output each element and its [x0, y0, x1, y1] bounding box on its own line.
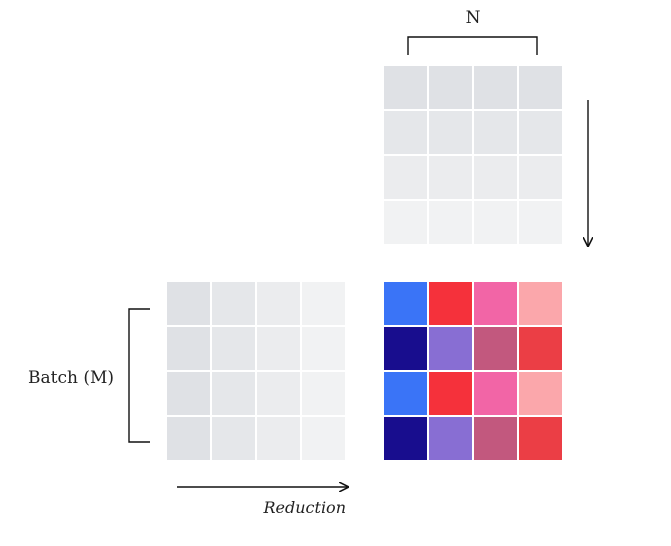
top-cell-r1-c3	[519, 111, 562, 154]
result-cell-r3-c2	[474, 417, 517, 460]
top-cell-r2-c2	[474, 156, 517, 199]
left-cell-r0-c1	[212, 282, 255, 325]
input-matrix-grid	[167, 282, 345, 460]
result-cell-r0-c1	[429, 282, 472, 325]
left-cell-r2-c0	[167, 372, 210, 415]
top-cell-r0-c3	[519, 66, 562, 109]
top-cell-r1-c1	[429, 111, 472, 154]
batch-label: Batch (M)	[28, 368, 114, 388]
result-cell-r2-c0	[384, 372, 427, 415]
top-cell-r3-c0	[384, 201, 427, 244]
weight-matrix-grid	[384, 66, 562, 244]
result-cell-r1-c1	[429, 327, 472, 370]
top-cell-r0-c2	[474, 66, 517, 109]
top-cell-r2-c3	[519, 156, 562, 199]
result-cell-r2-c3	[519, 372, 562, 415]
left-cell-r1-c3	[302, 327, 345, 370]
n-label: N	[466, 8, 481, 28]
top-cell-r3-c2	[474, 201, 517, 244]
top-cell-r1-c2	[474, 111, 517, 154]
left-cell-r2-c3	[302, 372, 345, 415]
left-cell-r1-c2	[257, 327, 300, 370]
result-cell-r0-c0	[384, 282, 427, 325]
left-cell-r3-c1	[212, 417, 255, 460]
left-cell-r3-c3	[302, 417, 345, 460]
top-cell-r2-c1	[429, 156, 472, 199]
left-cell-r1-c1	[212, 327, 255, 370]
top-cell-r3-c3	[519, 201, 562, 244]
top-cell-r0-c0	[384, 66, 427, 109]
result-cell-r1-c2	[474, 327, 517, 370]
left-cell-r0-c3	[302, 282, 345, 325]
left-cell-r2-c1	[212, 372, 255, 415]
top-cell-r3-c1	[429, 201, 472, 244]
result-cell-r2-c2	[474, 372, 517, 415]
result-cell-r1-c0	[384, 327, 427, 370]
reduction-label: Reduction	[262, 498, 346, 517]
result-cell-r3-c3	[519, 417, 562, 460]
batch-bracket	[128, 308, 150, 443]
result-cell-r0-c2	[474, 282, 517, 325]
left-cell-r3-c2	[257, 417, 300, 460]
left-cell-r0-c2	[257, 282, 300, 325]
result-cell-r0-c3	[519, 282, 562, 325]
result-cell-r2-c1	[429, 372, 472, 415]
n-bracket	[407, 36, 538, 55]
output-matrix-grid	[384, 282, 562, 460]
left-cell-r1-c0	[167, 327, 210, 370]
top-cell-r1-c0	[384, 111, 427, 154]
result-cell-r3-c0	[384, 417, 427, 460]
result-cell-r3-c1	[429, 417, 472, 460]
top-cell-r0-c1	[429, 66, 472, 109]
top-cell-r2-c0	[384, 156, 427, 199]
left-cell-r2-c2	[257, 372, 300, 415]
result-cell-r1-c3	[519, 327, 562, 370]
left-cell-r0-c0	[167, 282, 210, 325]
left-cell-r3-c0	[167, 417, 210, 460]
